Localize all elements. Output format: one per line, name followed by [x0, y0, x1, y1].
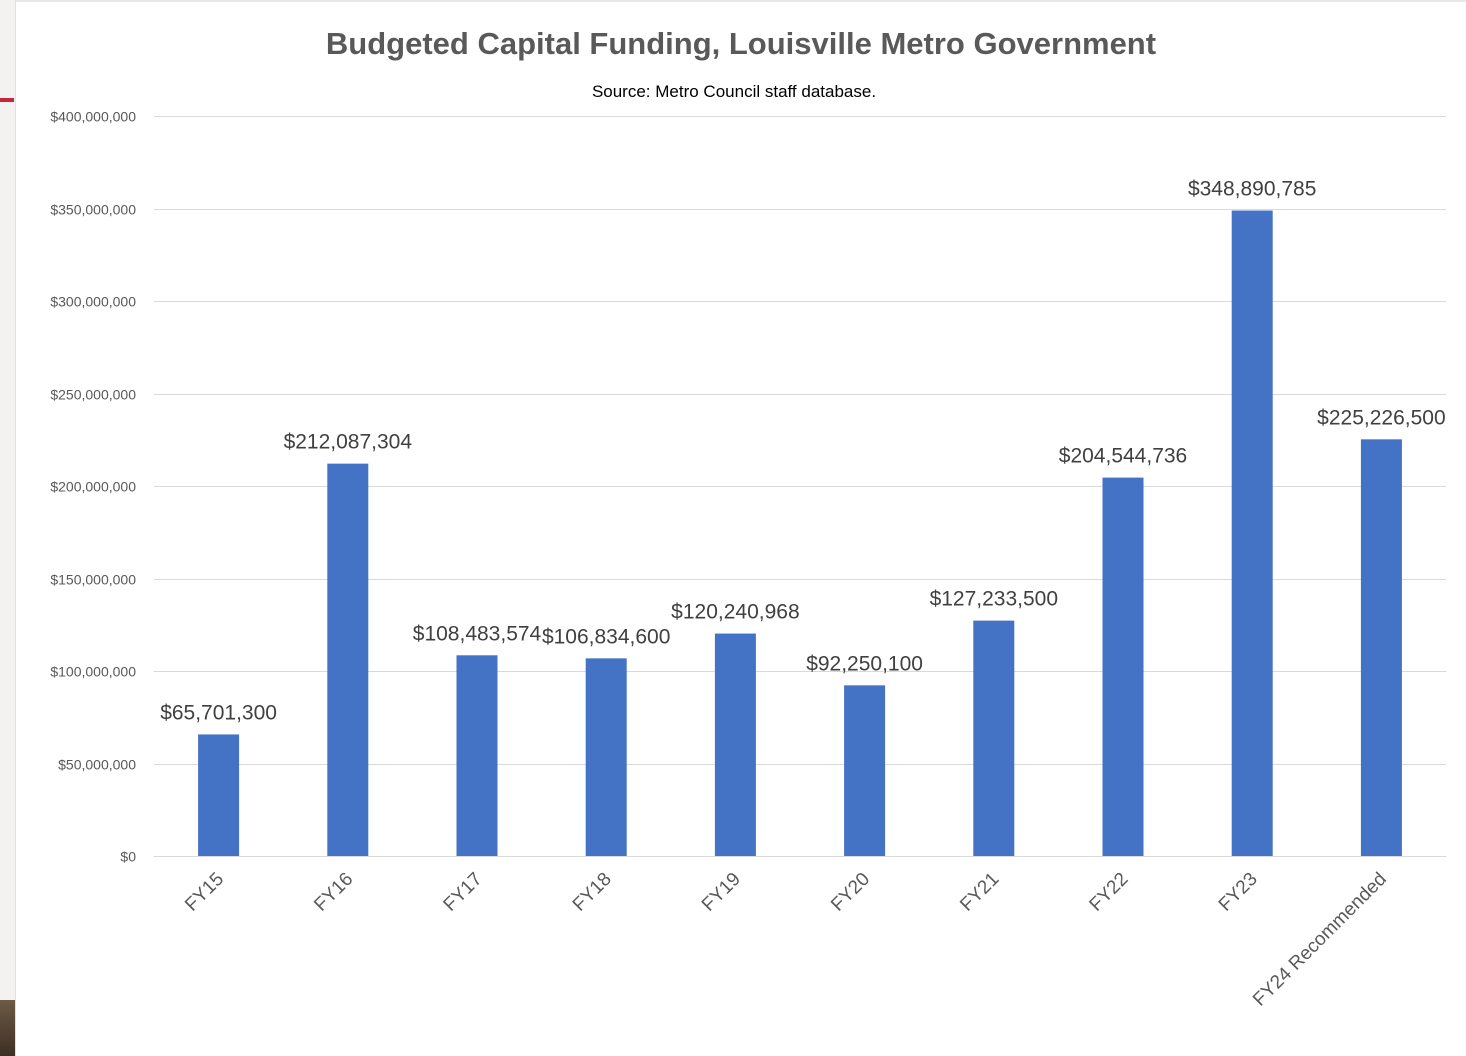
bar-fy23: [1231, 210, 1273, 856]
bar-fy24-recommended: [1360, 439, 1402, 856]
x-tick-label: FY17: [440, 869, 487, 916]
bar-fy22: [1102, 477, 1144, 856]
y-tick-label: $250,000,000: [50, 387, 136, 403]
data-label: $106,834,600: [542, 625, 670, 648]
data-label: $225,226,500: [1317, 406, 1445, 429]
data-label: $108,483,574: [413, 622, 542, 645]
bar-fy16: [327, 463, 369, 856]
bar-fy15: [198, 734, 240, 856]
data-label: $212,087,304: [284, 431, 413, 454]
x-tick-label: FY15: [181, 869, 228, 916]
x-tick-label: FY20: [827, 869, 874, 916]
x-tick-label: FY24 Recommended: [1249, 869, 1391, 1011]
x-tick-label: FY18: [569, 869, 616, 916]
y-tick-label: $100,000,000: [50, 664, 136, 680]
y-tick-label: $0: [120, 849, 136, 865]
gridlines: [154, 116, 1446, 857]
bars: [198, 210, 1402, 856]
x-tick-label: FY19: [698, 869, 745, 916]
bar-fy17: [456, 655, 498, 856]
data-label: $65,701,300: [160, 701, 277, 724]
x-tick-label: FY23: [1215, 869, 1262, 916]
bar-fy20: [844, 685, 886, 856]
y-tick-label: $200,000,000: [50, 479, 136, 495]
top-border: [16, 0, 1466, 2]
data-label: $204,544,736: [1059, 445, 1187, 468]
data-label: $92,250,100: [806, 652, 923, 675]
y-axis-tick-labels: $0 $50,000,000 $100,000,000 $150,000,000 $20…: [50, 109, 136, 865]
data-labels: $65,701,300 $212,087,304 $108,483,574 $106,…: [160, 178, 1445, 725]
data-label: $127,233,500: [930, 588, 1058, 611]
x-axis-tick-labels: FY15 FY16 FY17 FY18 FY19 FY20 FY21 FY22 FY23FY24…: [181, 869, 1391, 1011]
left-photo-fragment: [0, 1000, 15, 1056]
chart-title: Budgeted Capital Funding, Louisville Met…: [326, 26, 1156, 61]
y-tick-label: $300,000,000: [50, 294, 136, 310]
x-tick-label: FY22: [1086, 869, 1133, 916]
bar-fy19: [714, 633, 756, 856]
bar-fy21: [973, 620, 1015, 856]
y-tick-label: $50,000,000: [58, 757, 136, 773]
x-tick-label: FY16: [310, 869, 357, 916]
left-strip-border: [15, 0, 16, 1056]
y-tick-label: $400,000,000: [50, 109, 136, 125]
y-tick-label: $150,000,000: [50, 572, 136, 588]
bar-fy18: [585, 658, 627, 856]
chart-subtitle: Source: Metro Council staff database.: [592, 82, 876, 101]
data-label: $120,240,968: [671, 601, 799, 624]
y-tick-label: $350,000,000: [50, 202, 136, 218]
x-tick-label: FY21: [956, 869, 1003, 916]
left-accent-bar: [0, 98, 14, 102]
data-label: $348,890,785: [1188, 178, 1316, 201]
left-slide-strip: [0, 0, 16, 1056]
